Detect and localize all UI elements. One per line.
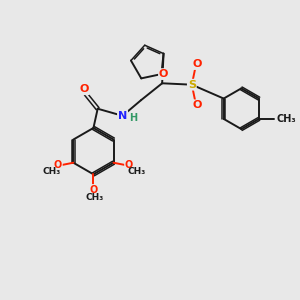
Text: O: O bbox=[125, 160, 133, 170]
Text: O: O bbox=[80, 84, 89, 94]
Text: N: N bbox=[118, 111, 127, 121]
Text: O: O bbox=[159, 69, 168, 79]
Text: H: H bbox=[129, 113, 137, 123]
Text: O: O bbox=[192, 100, 202, 110]
Text: O: O bbox=[192, 59, 202, 69]
Text: CH₃: CH₃ bbox=[277, 114, 296, 124]
Text: CH₃: CH₃ bbox=[127, 167, 145, 176]
Text: CH₃: CH₃ bbox=[43, 167, 61, 176]
Text: O: O bbox=[54, 160, 62, 170]
Text: CH₃: CH₃ bbox=[86, 193, 104, 202]
Text: O: O bbox=[89, 184, 98, 195]
Text: S: S bbox=[188, 80, 196, 90]
